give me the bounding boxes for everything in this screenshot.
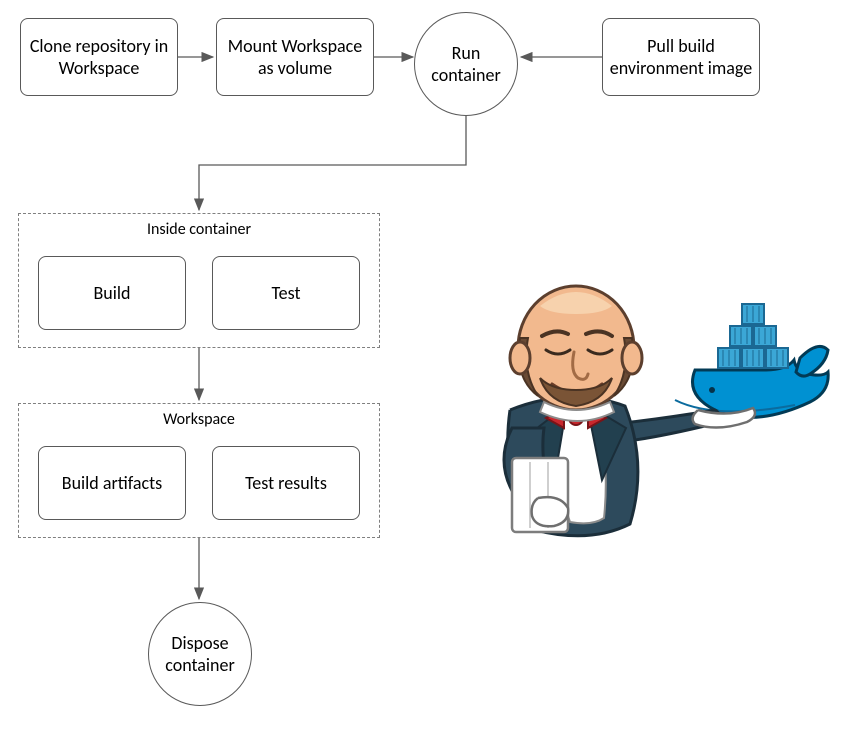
node-run-container: Run container	[414, 12, 518, 116]
edge-run-to-inside	[199, 116, 466, 210]
group-title: Inside container	[19, 220, 379, 239]
node-label: Run container	[415, 42, 517, 86]
group-title: Workspace	[19, 410, 379, 429]
node-label: Pull build environment image	[609, 35, 753, 79]
node-build-artifacts: Build artifacts	[38, 446, 186, 520]
node-label: Test results	[245, 472, 327, 494]
docker-whale-icon	[675, 304, 828, 417]
node-test-results: Test results	[212, 446, 360, 520]
node-dispose-container: Dispose container	[148, 602, 252, 706]
node-build: Build	[38, 256, 186, 330]
node-label: Test	[272, 282, 301, 304]
node-label: Mount Workspace as volume	[223, 35, 367, 79]
node-test: Test	[212, 256, 360, 330]
node-label: Build artifacts	[62, 472, 162, 494]
jenkins-butler-icon	[504, 286, 755, 536]
node-label: Build	[94, 282, 131, 304]
node-pull-image: Pull build environment image	[602, 18, 760, 96]
node-clone-repository: Clone repository in Workspace	[20, 18, 178, 96]
node-label: Dispose container	[149, 632, 251, 676]
jenkins-docker-mascot	[440, 240, 830, 540]
node-mount-workspace: Mount Workspace as volume	[216, 18, 374, 96]
node-label: Clone repository in Workspace	[27, 35, 171, 79]
